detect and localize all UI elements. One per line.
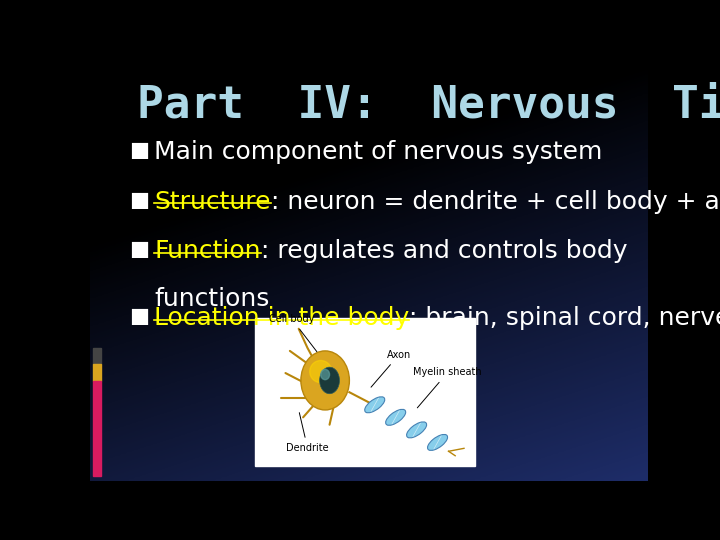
Text: Structure: Structure: [154, 190, 271, 213]
Ellipse shape: [365, 397, 384, 413]
Text: ■: ■: [129, 140, 149, 160]
Ellipse shape: [320, 367, 339, 394]
Bar: [94, 364, 101, 381]
Text: Cell body: Cell body: [269, 314, 317, 352]
Text: : neuron = dendrite + cell body + axon: : neuron = dendrite + cell body + axon: [271, 190, 720, 213]
Ellipse shape: [407, 422, 427, 438]
Text: Main component of nervous system: Main component of nervous system: [154, 140, 603, 164]
Ellipse shape: [386, 409, 405, 426]
Ellipse shape: [301, 351, 349, 410]
Ellipse shape: [320, 369, 330, 380]
Text: ■: ■: [129, 306, 149, 326]
Text: : regulates and controls body: : regulates and controls body: [261, 239, 627, 264]
Text: Dendrite: Dendrite: [286, 413, 329, 453]
Text: Function: Function: [154, 239, 261, 264]
Bar: [94, 381, 101, 476]
Text: Myelin sheath: Myelin sheath: [413, 368, 482, 408]
Text: functions: functions: [154, 287, 269, 311]
Text: : brain, spinal cord, nerves: : brain, spinal cord, nerves: [410, 306, 720, 330]
Text: Axon: Axon: [371, 350, 411, 387]
Text: ■: ■: [129, 190, 149, 210]
Ellipse shape: [310, 361, 332, 383]
Bar: [255, 319, 475, 466]
Bar: [94, 348, 101, 364]
Text: Location in the body: Location in the body: [154, 306, 410, 330]
Text: Part  IV:  Nervous  Tissue: Part IV: Nervous Tissue: [138, 84, 720, 126]
Text: ■: ■: [129, 239, 149, 259]
Ellipse shape: [428, 435, 448, 450]
